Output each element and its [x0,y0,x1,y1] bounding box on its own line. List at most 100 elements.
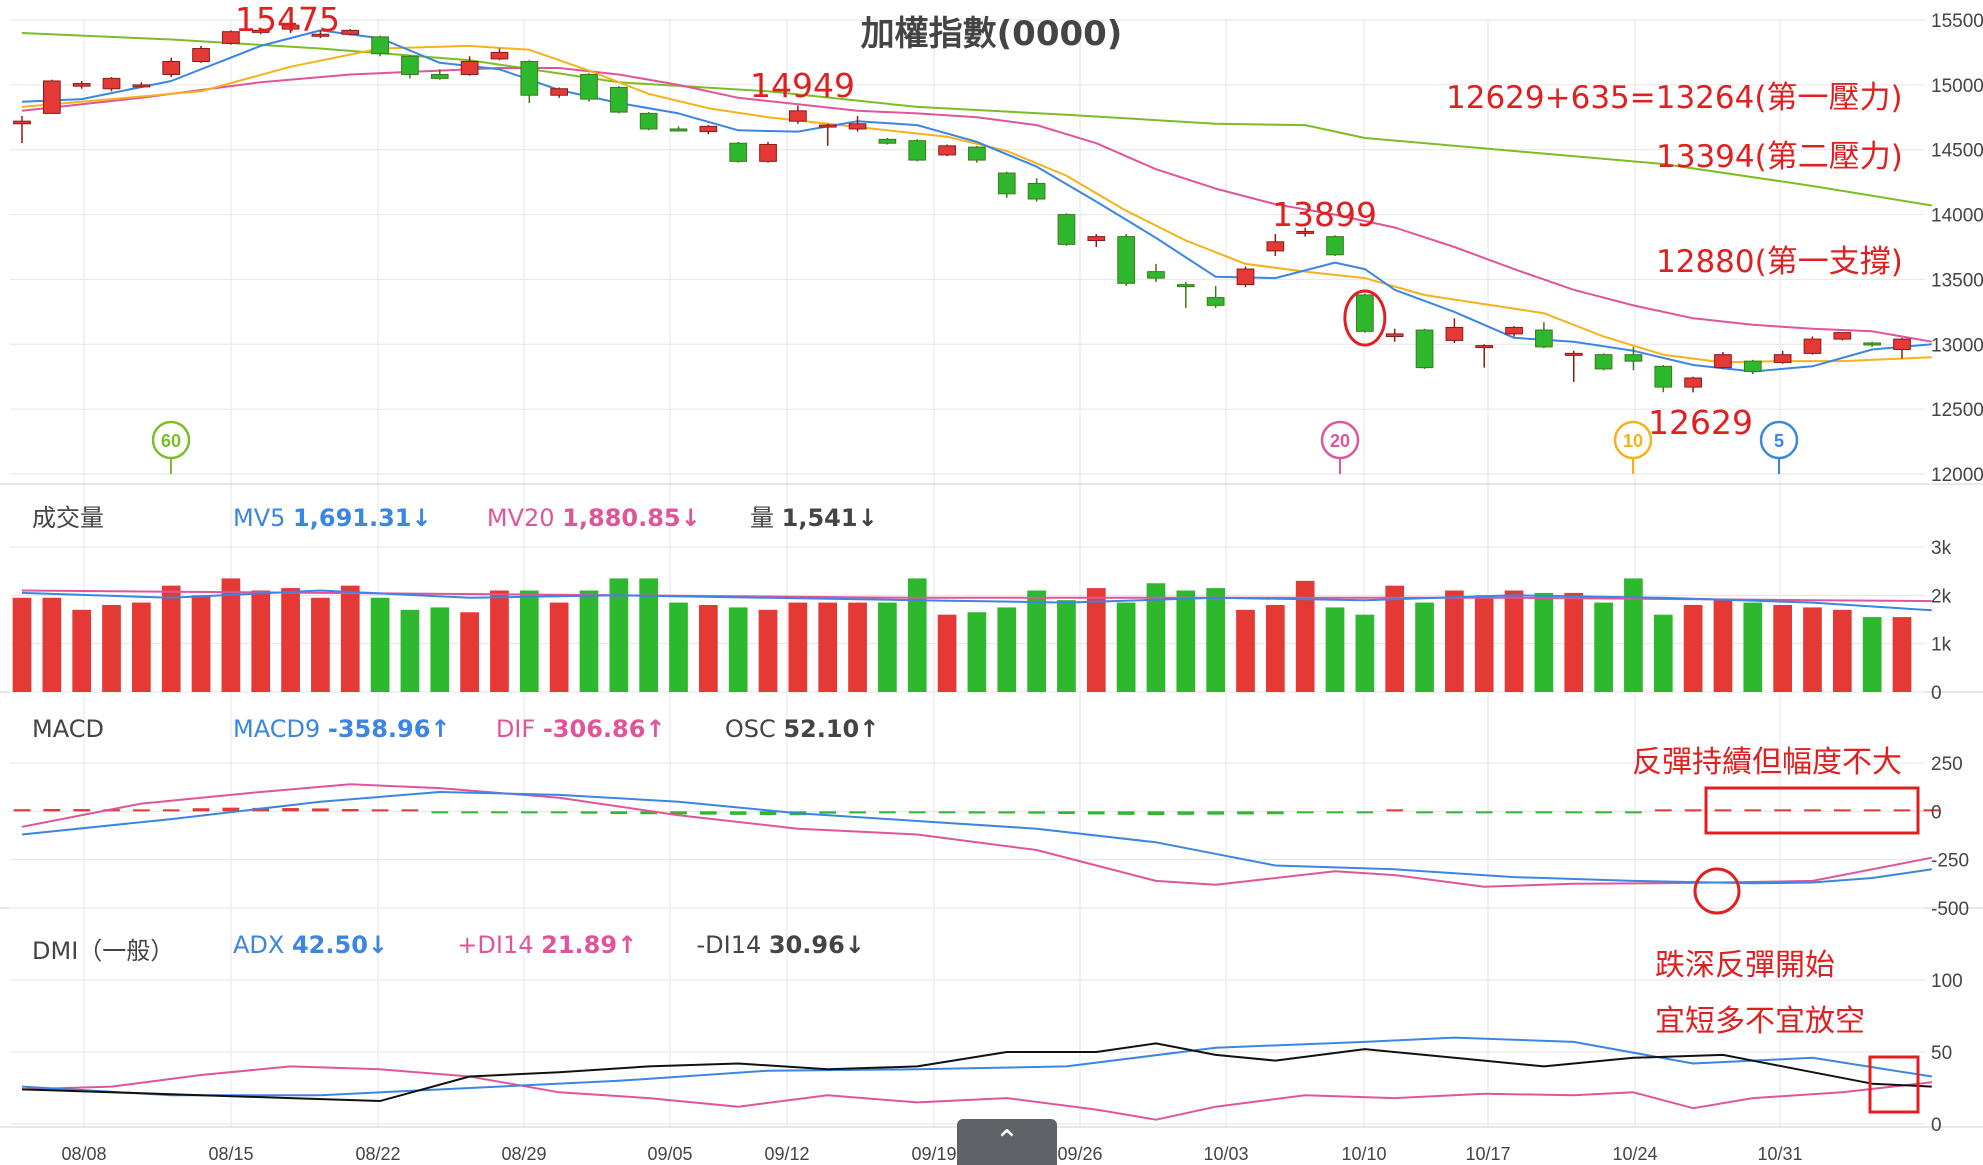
volume-bar [967,612,987,692]
dmi-y-tick: 0 [1931,1115,1942,1136]
candle-body [938,145,956,156]
ma5-line [21,29,1932,373]
volume-bar [1116,602,1136,692]
ma-marker-circle [1320,420,1360,460]
volume-bar [400,609,420,692]
osc-bar [73,809,91,812]
osc-bar [1446,811,1463,814]
volume-bar [1713,600,1733,692]
candle-body [341,29,360,35]
volume-bar [1594,602,1613,692]
osc-bar [1475,811,1493,814]
price-y-tick: 15000 [1931,76,1983,97]
osc-bar [1296,811,1314,814]
osc-bar [1147,811,1165,816]
candle-body [1206,297,1225,306]
price-y-tick: 15500 [1931,11,1983,32]
dmi-y-tick: 50 [1931,1043,1952,1064]
osc-bar [461,811,478,814]
volume-bar [132,602,151,692]
candle-body [1057,214,1076,245]
osc-bar [759,811,777,816]
dmi-highlight-box [1868,1055,1920,1114]
osc-bar [938,811,956,814]
x-tick-label: 09/19 [911,1144,956,1164]
volume-bar [221,578,241,692]
chevron-up-icon: ⌃ [994,1125,1020,1158]
osc-bar [729,811,747,815]
ma-marker-label: 5 [1774,431,1784,451]
candle-body [818,124,837,128]
dif-line [21,783,1932,888]
volume-bar [997,607,1017,692]
volume-bar [1773,605,1792,692]
volume-bar [669,602,688,692]
volume-bar [549,602,569,692]
osc-bar [222,807,240,812]
volume-bar [878,602,897,692]
scroll-up-button[interactable]: ⌃ [957,1119,1057,1165]
mv20-value: 1,880.85↓ [562,504,701,532]
volume-bar [1534,592,1554,692]
volume-panel [12,578,1932,692]
x-tick-label: 08/29 [501,1144,546,1164]
ma-marker-circle [1613,420,1653,460]
dmi-panel-label: DMI（一般） [32,937,175,965]
osc-value: 52.10↑ [783,715,880,743]
volume-bar [907,578,927,692]
price-panel: 60 20 10 5 [13,23,1932,474]
volume-bar [1683,605,1703,692]
volume-bar [281,588,300,692]
macd-y-tick: -250 [1931,851,1969,872]
macd-y-tick: 0 [1931,802,1942,823]
ma-marker-circle [1759,420,1799,460]
candle-body [1117,236,1135,284]
volume-bar [1415,602,1434,692]
volume-bar [102,605,121,692]
annotation-macd: 反彈持續但幅度不大 [1632,745,1902,780]
volume-bar [1057,600,1076,692]
osc-bar [1893,809,1911,812]
osc-bar [1684,809,1702,812]
volume-bar [42,597,62,692]
osc-bar [1177,811,1195,815]
volume-bar [1803,607,1822,692]
candle-body [401,55,419,75]
candle-body [1326,236,1344,256]
mv20-name: MV20 [486,504,555,532]
osc-bar [1505,811,1523,814]
osc-bar [968,811,986,814]
osc-highlight-box [1704,786,1920,835]
volume-bar [937,614,957,692]
candle-body [72,83,91,87]
candle-body [222,31,240,44]
adx-value: 42.50↓ [291,931,389,959]
osc-bar [849,811,866,814]
candle-body [311,33,330,37]
mv5-value: 1,691.31↓ [293,504,432,532]
candle-body [162,61,181,75]
osc-bar [879,811,896,814]
vol-name: 量 [750,504,775,532]
macd-y-tick: -500 [1931,899,1969,920]
candle-body [1266,241,1285,252]
osc-bar [640,811,658,815]
volume-bar [1355,614,1375,692]
candle-body [639,112,658,130]
adx-name: ADX [233,931,285,959]
volume-bar [1176,590,1196,692]
candle-body [1505,326,1523,335]
volume-bar [1445,590,1464,692]
osc-bar [1654,809,1672,812]
candle-body [997,172,1016,195]
candle-body [1833,332,1852,340]
volume-bar [728,607,748,692]
osc-bar [1744,809,1762,812]
volume-bar [1474,595,1494,692]
volume-bar [1385,585,1405,692]
x-tick-label: 09/05 [647,1144,692,1164]
macd9-name: MACD9 [233,715,321,743]
x-tick-label: 10/31 [1757,1144,1802,1164]
candle-body [102,77,121,90]
volume-bar [460,612,479,692]
